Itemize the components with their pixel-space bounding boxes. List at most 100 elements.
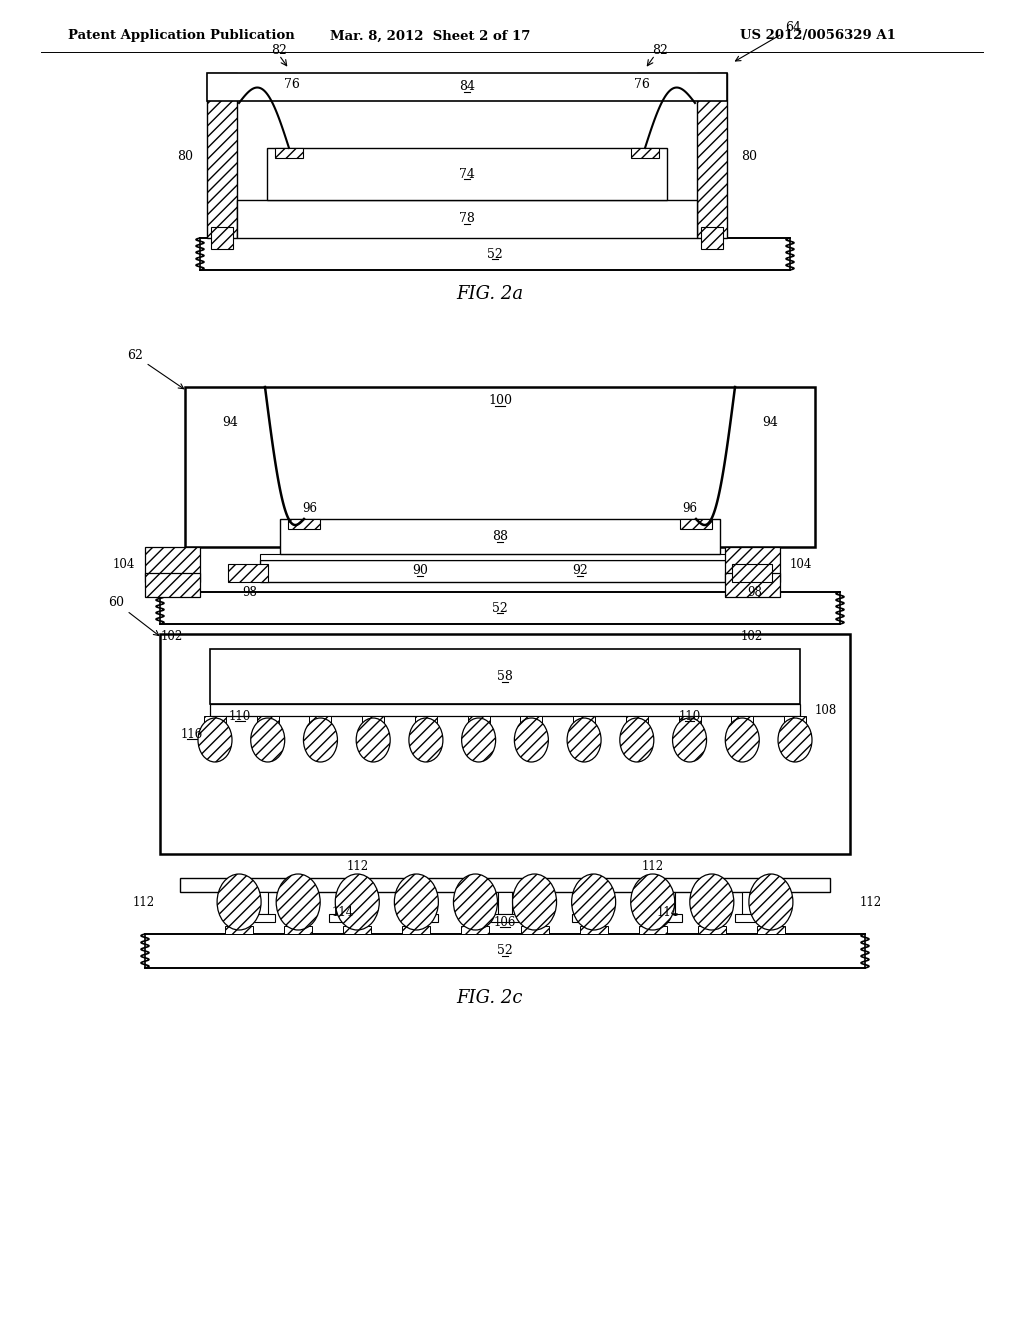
Bar [410,913,437,921]
Text: 80: 80 [177,149,193,162]
Text: US 2012/0056329 A1: US 2012/0056329 A1 [740,29,896,42]
Text: 78: 78 [459,213,475,226]
Bar [288,519,319,529]
Bar [309,715,332,723]
Bar [679,715,700,723]
Text: 76: 76 [284,78,300,91]
Bar [626,715,648,723]
Bar [267,148,667,201]
Text: 90: 90 [412,565,428,578]
Text: 106: 106 [494,916,516,928]
Ellipse shape [673,718,707,762]
Text: 112: 112 [642,859,664,873]
Bar [490,913,519,921]
Text: 74: 74 [459,168,475,181]
Bar [639,927,667,935]
Text: 100: 100 [488,395,512,408]
Text: 102: 102 [161,630,183,643]
Bar [520,927,549,935]
Bar [210,704,800,715]
Text: 52: 52 [493,602,508,615]
Text: 60: 60 [108,597,159,635]
Text: 94: 94 [762,416,778,429]
Text: 102: 102 [741,630,763,643]
Text: 76: 76 [634,78,650,91]
Bar [573,715,595,723]
Bar [757,927,785,935]
Ellipse shape [690,874,734,931]
Bar [462,927,489,935]
Bar [731,715,754,723]
Ellipse shape [394,874,438,931]
Bar [697,73,727,238]
Text: 98: 98 [748,586,763,598]
Ellipse shape [725,718,759,762]
Bar [329,913,356,921]
Bar [631,148,659,158]
Bar [653,913,682,921]
Ellipse shape [454,874,498,931]
Bar [402,927,430,935]
Bar [660,892,675,913]
Bar [725,546,780,582]
Text: 94: 94 [222,416,238,429]
Text: 82: 82 [271,45,287,58]
Ellipse shape [276,874,321,931]
Bar [145,935,865,968]
Ellipse shape [217,874,261,931]
Text: 96: 96 [683,503,697,516]
Text: 58: 58 [497,671,513,684]
Bar [247,913,275,921]
Bar [680,519,712,529]
Bar [572,913,600,921]
Bar [207,73,237,238]
Bar [725,573,780,597]
Ellipse shape [749,874,793,931]
Bar [417,892,431,913]
Text: 116: 116 [181,727,203,741]
Text: 88: 88 [492,531,508,544]
Text: 82: 82 [652,45,668,58]
Text: Mar. 8, 2012  Sheet 2 of 17: Mar. 8, 2012 Sheet 2 of 17 [330,29,530,42]
Ellipse shape [514,718,549,762]
Bar [225,927,253,935]
Text: 114: 114 [332,906,353,919]
Ellipse shape [251,718,285,762]
Bar [580,892,593,913]
Bar [732,564,772,582]
Text: 80: 80 [741,149,757,162]
Ellipse shape [303,718,338,762]
Bar [468,715,489,723]
Bar [260,554,740,560]
Text: 112: 112 [860,895,882,908]
Text: Patent Application Publication: Patent Application Publication [68,29,295,42]
Bar [701,227,723,249]
Bar [580,927,607,935]
Bar [784,715,806,723]
Bar [520,715,543,723]
Ellipse shape [513,874,557,931]
Bar [275,148,303,158]
Ellipse shape [631,874,675,931]
Text: 62: 62 [127,348,183,388]
Text: 110: 110 [679,710,700,722]
Bar [185,387,815,546]
Text: 64: 64 [735,21,801,61]
Text: 52: 52 [497,945,513,957]
Ellipse shape [409,718,443,762]
Bar [336,892,349,913]
Bar [237,201,697,238]
Bar [285,927,312,935]
Text: 84: 84 [459,81,475,94]
Bar [210,649,800,704]
Ellipse shape [335,874,379,931]
Text: 96: 96 [302,503,317,516]
Bar [211,227,233,249]
Ellipse shape [778,718,812,762]
Bar [200,238,790,271]
Text: 98: 98 [243,586,257,598]
Text: FIG. 2c: FIG. 2c [457,989,523,1007]
Ellipse shape [567,718,601,762]
Text: 52: 52 [487,248,503,260]
Bar [362,715,384,723]
